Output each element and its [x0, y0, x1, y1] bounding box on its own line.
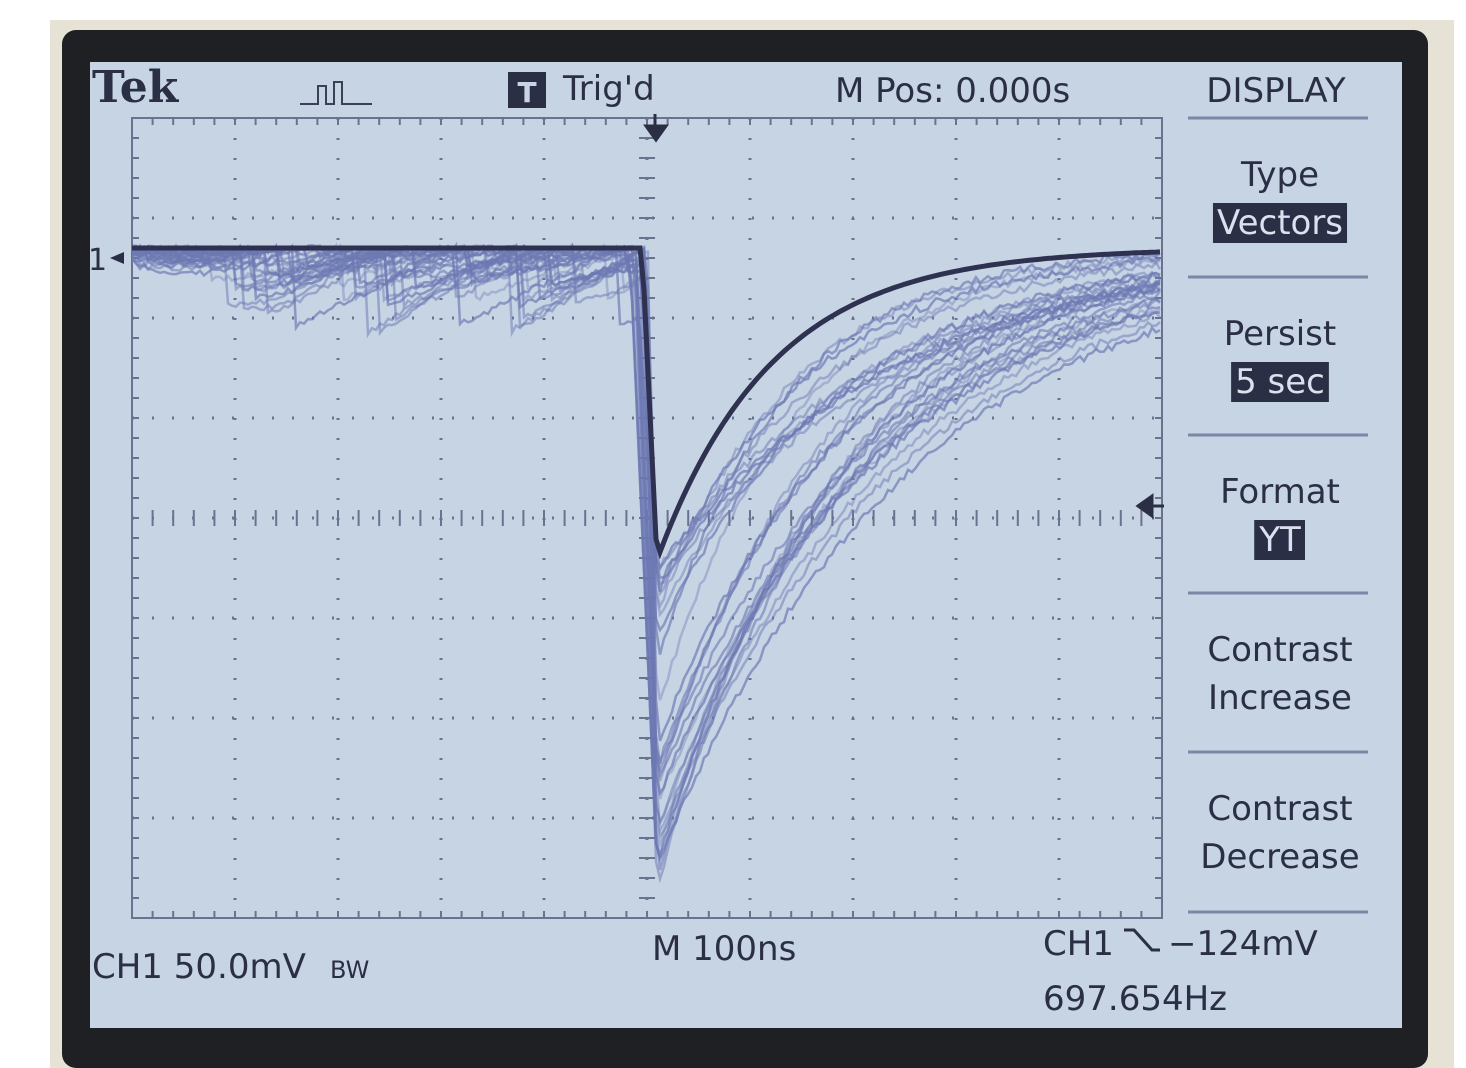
- trigger-position-arrow: [643, 114, 669, 143]
- channel-marker: 1: [88, 243, 107, 278]
- trigger-icon: T: [517, 76, 536, 109]
- channel-arrow: [110, 252, 124, 264]
- trace-main: [132, 245, 1161, 560]
- trigger-level: −124mV: [1168, 924, 1318, 964]
- menu-label: Increase: [1208, 678, 1352, 718]
- menu-label: Format: [1220, 472, 1340, 512]
- menu-value: YT: [1258, 520, 1301, 560]
- menu-title: DISPLAY: [1206, 71, 1346, 111]
- graticule: [131, 117, 1163, 919]
- menu-value: Vectors: [1217, 203, 1343, 243]
- trace-persist: [131, 245, 1161, 782]
- menu-label: Contrast: [1207, 789, 1352, 829]
- trace-persist: [130, 241, 1161, 633]
- brand: Tek: [92, 62, 180, 113]
- trace-persist: [131, 243, 1162, 835]
- channel-scale: CH1 50.0mV: [92, 947, 306, 987]
- bandwidth: BW: [330, 956, 369, 984]
- trigger-source: CH1: [1043, 924, 1114, 964]
- menu-value-box: [1212, 203, 1348, 243]
- menu-label: Decrease: [1200, 837, 1359, 877]
- trace-persist: [131, 245, 1162, 884]
- trigger-icon-box: [508, 72, 546, 108]
- trigger-status: Trig'd: [562, 69, 655, 109]
- frequency: 697.654Hz: [1043, 979, 1227, 1019]
- trigger-slope-icon: [1124, 928, 1160, 952]
- menu-label: Type: [1240, 155, 1319, 195]
- display: [90, 62, 1402, 1028]
- side-menu: DISPLAY Type Vectors Persist 5 sec Format YT C…: [1188, 71, 1368, 914]
- menu-label: Persist: [1224, 314, 1336, 354]
- trigger-level-arrow: [1135, 493, 1164, 519]
- position: M Pos: 0.000s: [835, 71, 1070, 111]
- menu-value: 5 sec: [1235, 362, 1325, 402]
- timebase: M 100ns: [652, 929, 796, 969]
- menu-label: Contrast: [1207, 630, 1352, 670]
- acquire-icon: [300, 81, 372, 105]
- menu-value-box: [1231, 362, 1329, 402]
- menu-value-box: [1254, 520, 1305, 560]
- waveform: [130, 241, 1162, 884]
